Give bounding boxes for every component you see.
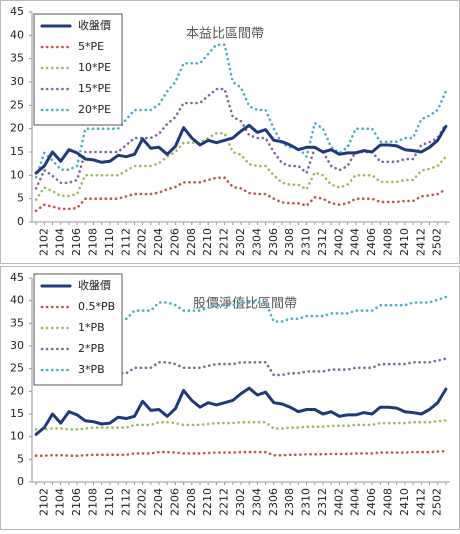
x-tick-label: 2106 bbox=[70, 228, 83, 256]
x-tick-label: 2402 bbox=[332, 488, 345, 516]
x-tick-label: 2412 bbox=[414, 488, 427, 516]
legend-label: 1*PB bbox=[78, 321, 105, 334]
y-tick-label: 45 bbox=[10, 5, 24, 18]
y-tick-label: 5 bbox=[17, 192, 24, 205]
x-tick-label: 2202 bbox=[136, 228, 149, 256]
x-tick-label: 2108 bbox=[86, 228, 99, 256]
y-tick-label: 30 bbox=[10, 339, 24, 352]
x-tick-label: 2208 bbox=[185, 488, 198, 516]
x-tick-label: 2208 bbox=[185, 228, 198, 256]
x-tick-label: 2102 bbox=[37, 488, 50, 516]
x-tick-label: 2408 bbox=[382, 488, 395, 516]
y-tick-label: 15 bbox=[10, 407, 24, 420]
x-tick-label: 2308 bbox=[283, 488, 296, 516]
x-tick-label: 2406 bbox=[365, 488, 378, 516]
x-tick-label: 2206 bbox=[168, 488, 181, 516]
x-tick-label: 2312 bbox=[316, 488, 329, 516]
y-tick-label: 20 bbox=[10, 122, 24, 135]
x-tick-label: 2112 bbox=[119, 488, 132, 516]
chart-title: 股價淨值比區間帶 bbox=[193, 296, 297, 312]
chart-title: 本益比區間帶 bbox=[186, 27, 264, 42]
x-tick-label: 2410 bbox=[398, 228, 411, 256]
x-tick-label: 2212 bbox=[218, 228, 231, 256]
x-tick-label: 2402 bbox=[332, 228, 345, 256]
y-tick-label: 35 bbox=[10, 52, 24, 65]
series-line bbox=[34, 176, 448, 213]
x-tick-label: 2212 bbox=[218, 488, 231, 516]
y-tick-label: 0 bbox=[17, 215, 24, 228]
x-tick-label: 2412 bbox=[414, 228, 427, 256]
legend-label: 2*PB bbox=[78, 342, 105, 355]
x-tick-label: 2104 bbox=[54, 228, 67, 256]
x-tick-label: 2108 bbox=[86, 488, 99, 516]
y-tick-label: 0 bbox=[17, 475, 24, 488]
x-tick-label: 2410 bbox=[398, 488, 411, 516]
x-tick-label: 2502 bbox=[431, 488, 444, 516]
y-tick-label: 30 bbox=[10, 75, 24, 88]
legend-label: 10*PE bbox=[78, 61, 111, 74]
x-tick-label: 2204 bbox=[152, 228, 165, 256]
x-tick-label: 2106 bbox=[70, 488, 83, 516]
x-tick-label: 2306 bbox=[267, 228, 280, 256]
x-tick-label: 2102 bbox=[37, 228, 50, 256]
legend-label: 20*PE bbox=[78, 103, 111, 116]
legend-label: 5*PE bbox=[78, 40, 104, 53]
y-tick-label: 15 bbox=[10, 145, 24, 158]
y-tick-label: 25 bbox=[10, 362, 24, 375]
x-tick-label: 2304 bbox=[250, 228, 263, 256]
y-tick-label: 10 bbox=[10, 430, 24, 443]
y-tick-label: 25 bbox=[10, 98, 24, 111]
y-tick-label: 5 bbox=[17, 452, 24, 465]
y-tick-label: 20 bbox=[10, 384, 24, 397]
x-tick-label: 2304 bbox=[250, 488, 263, 516]
x-tick-label: 2406 bbox=[365, 228, 378, 256]
y-tick-label: 35 bbox=[10, 316, 24, 329]
x-tick-label: 2404 bbox=[349, 488, 362, 516]
x-tick-label: 2210 bbox=[201, 228, 214, 256]
x-tick-label: 2408 bbox=[382, 228, 395, 256]
x-tick-label: 2110 bbox=[103, 488, 116, 516]
y-tick-label: 10 bbox=[10, 168, 24, 181]
x-tick-label: 2202 bbox=[136, 488, 149, 516]
x-tick-label: 2308 bbox=[283, 228, 296, 256]
x-tick-label: 2112 bbox=[119, 228, 132, 256]
legend-box bbox=[33, 273, 123, 386]
series-line bbox=[34, 87, 448, 190]
legend-label: 0.5*PB bbox=[78, 300, 115, 313]
x-tick-label: 2312 bbox=[316, 228, 329, 256]
series-line bbox=[34, 132, 448, 201]
x-tick-label: 2210 bbox=[201, 488, 214, 516]
series-line bbox=[34, 43, 448, 179]
x-tick-label: 2104 bbox=[54, 488, 67, 516]
legend-label: 收盤價 bbox=[78, 278, 111, 292]
x-tick-label: 2110 bbox=[103, 228, 116, 256]
series-line bbox=[34, 386, 448, 436]
series-line bbox=[34, 449, 448, 457]
y-tick-label: 45 bbox=[10, 271, 24, 284]
legend-box bbox=[33, 13, 123, 126]
x-tick-label: 2404 bbox=[349, 228, 362, 256]
y-tick-label: 40 bbox=[10, 28, 24, 41]
legend-label: 收盤價 bbox=[78, 18, 111, 32]
legend-label: 15*PE bbox=[78, 82, 111, 95]
legend-label: 3*PB bbox=[78, 363, 105, 376]
x-tick-label: 2310 bbox=[300, 488, 313, 516]
y-tick-label: 40 bbox=[10, 294, 24, 307]
x-tick-label: 2306 bbox=[267, 488, 280, 516]
x-tick-label: 2302 bbox=[234, 488, 247, 516]
x-tick-label: 2206 bbox=[168, 228, 181, 256]
x-tick-label: 2302 bbox=[234, 228, 247, 256]
x-tick-label: 2204 bbox=[152, 488, 165, 516]
x-tick-label: 2310 bbox=[300, 228, 313, 256]
x-tick-label: 2502 bbox=[431, 228, 444, 256]
series-line bbox=[34, 123, 448, 175]
